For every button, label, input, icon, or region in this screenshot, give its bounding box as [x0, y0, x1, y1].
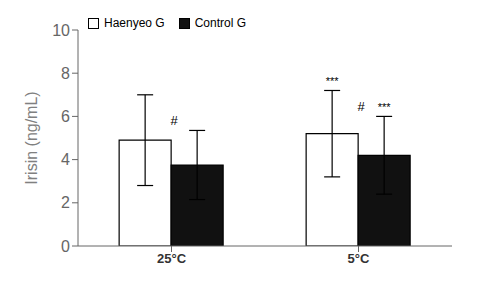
- svg-text:#: #: [358, 99, 366, 114]
- svg-text:25°C: 25°C: [157, 251, 187, 266]
- svg-text:4: 4: [61, 151, 70, 168]
- svg-text:6: 6: [61, 108, 70, 125]
- svg-text:***: ***: [326, 75, 340, 87]
- svg-text:0: 0: [61, 238, 70, 255]
- svg-text:#: #: [171, 113, 179, 128]
- svg-text:5°C: 5°C: [348, 251, 370, 266]
- svg-text:Irisin (ng/mL): Irisin (ng/mL): [23, 91, 40, 184]
- html-text:Control G: Control G: [194, 16, 247, 30]
- svg-text:8: 8: [61, 65, 70, 82]
- html-text:Haenyeo G: Haenyeo G: [104, 16, 165, 30]
- svg-text:10: 10: [52, 22, 70, 39]
- svg-text:2: 2: [61, 194, 70, 211]
- svg-text:***: ***: [378, 101, 392, 113]
